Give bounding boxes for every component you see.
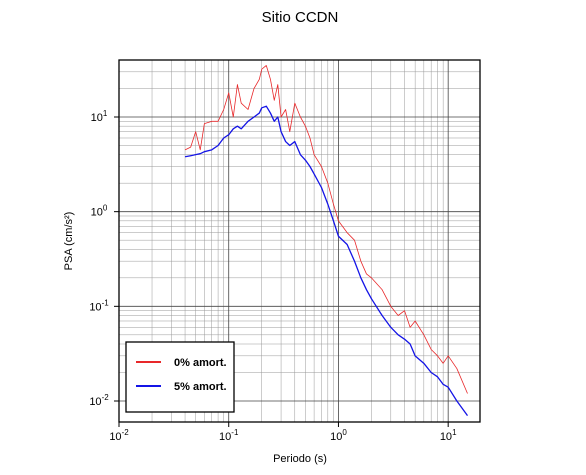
legend-label: 5% amort. — [174, 381, 227, 393]
legend-label: 0% amort. — [174, 357, 227, 369]
x-tick-label-exponent: 1 — [452, 428, 457, 437]
series-line — [184, 105, 469, 417]
plot-frame — [118, 59, 481, 423]
x-tick-label-exponent: -2 — [122, 428, 130, 437]
x-tick-label-base: 10 — [109, 431, 121, 443]
y-tick-label: 101 — [91, 109, 108, 124]
y-tick-label-exponent: 0 — [103, 204, 108, 213]
y-tick-label-base: 10 — [91, 207, 103, 219]
y-tick-label-exponent: 1 — [103, 109, 108, 118]
chart-title: Sitio CCDN — [262, 9, 339, 26]
y-tick-label: 100 — [91, 204, 108, 219]
legend-box — [125, 341, 235, 413]
x-tick-label-base: 10 — [440, 431, 452, 443]
y-tick-label-exponent: -2 — [102, 393, 110, 402]
x-tick-label-base: 10 — [330, 431, 342, 443]
y-tick-label-exponent: -1 — [102, 298, 110, 307]
x-tick-label-exponent: 0 — [342, 428, 347, 437]
y-axis-label: PSA (cm/s²) — [63, 212, 75, 271]
y-tick-label: 10-2 — [89, 393, 109, 408]
x-tick-label-base: 10 — [219, 431, 231, 443]
x-tick-label: 100 — [330, 428, 347, 443]
y-tick-label-base: 10 — [89, 301, 101, 313]
x-axis-label: Periodo (s) — [273, 453, 327, 465]
y-tick-label-base: 10 — [91, 112, 103, 124]
x-tick-label: 10-2 — [109, 428, 129, 443]
x-tick-label-exponent: -1 — [231, 428, 239, 437]
series-line — [184, 65, 468, 394]
x-tick-label: 101 — [440, 428, 457, 443]
x-tick-label: 10-1 — [219, 428, 239, 443]
y-tick-label: 10-1 — [89, 298, 109, 313]
y-tick-label-base: 10 — [89, 396, 101, 408]
